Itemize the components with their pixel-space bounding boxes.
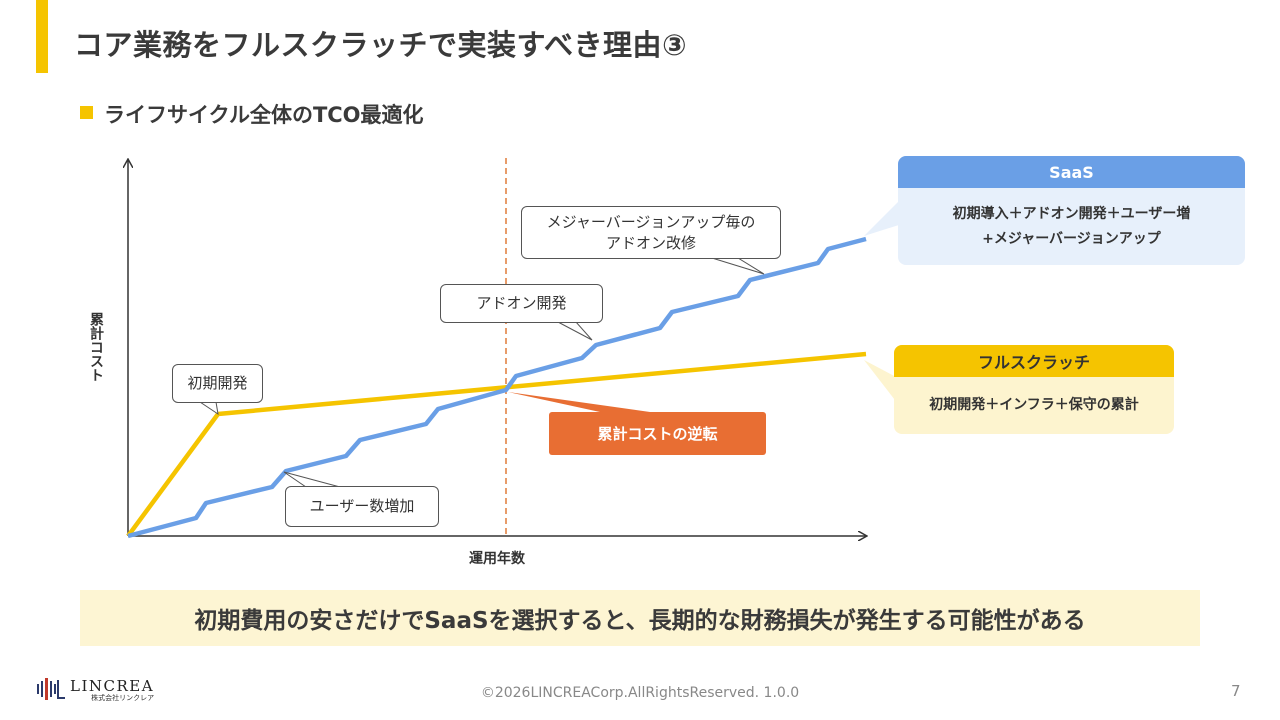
page-title: コア業務をフルスクラッチで実装すべき理由③	[74, 28, 688, 62]
callout-major-upgrade-line1: メジャーバージョンアップ毎の	[546, 213, 756, 232]
callout-addon-dev: アドオン開発	[440, 284, 603, 323]
logo-subtitle: 株式会社リンクレア	[91, 694, 155, 702]
conclusion-text: 初期費用の安さだけでSaaSを選択すると、長期的な財務損失が発生する可能性がある	[194, 608, 1086, 634]
x-axis-label: 運用年数	[469, 550, 526, 567]
page-number: 7	[1231, 682, 1241, 700]
reversal-label-box: 累計コストの逆転	[549, 412, 766, 455]
saas-panel-title: SaaS	[898, 156, 1245, 188]
callout-addon-dev-text: アドオン開発	[476, 294, 567, 313]
callout-tail-major	[711, 257, 765, 275]
reversal-label: 累計コストの逆転	[597, 425, 718, 443]
title-accent-bar	[36, 0, 48, 73]
callout-user-growth-text: ユーザー数増加	[309, 497, 415, 516]
saas-cost-line	[127, 236, 867, 539]
callout-major-upgrade: メジャーバージョンアップ毎の アドオン改修	[521, 206, 781, 259]
saas-panel-connector	[864, 198, 902, 236]
logo-name: LINCREA	[70, 677, 155, 695]
section-subtitle: ライフサイクル全体のTCO最適化	[104, 103, 424, 127]
company-logo: LINCREA 株式会社リンクレア	[36, 678, 154, 703]
subtitle-bullet	[80, 106, 93, 119]
callout-initial-dev-text: 初期開発	[187, 374, 248, 393]
full-panel-connector	[864, 360, 898, 404]
lincrea-logo-icon	[37, 678, 65, 700]
fullscratch-panel: フルスクラッチ 初期開発＋インフラ＋保守の累計	[894, 345, 1174, 434]
callout-tail-initial	[198, 401, 219, 416]
reversal-pointer	[508, 392, 650, 412]
fullscratch-panel-title: フルスクラッチ	[894, 345, 1174, 377]
fullscratch-panel-body: 初期開発＋インフラ＋保守の累計	[894, 377, 1174, 434]
callout-user-growth: ユーザー数増加	[285, 486, 439, 527]
saas-panel-line2: +メジャーバージョンアップ	[982, 230, 1161, 247]
saas-panel: SaaS 初期導入＋アドオン開発＋ユーザー増 +メジャーバージョンアップ	[898, 156, 1245, 265]
callout-tail-user	[283, 471, 341, 488]
copyright-footer: ©2026LINCREACorp.AllRightsReserved. 1.0.…	[480, 685, 800, 701]
fullscratch-panel-line1: 初期開発＋インフラ＋保守の累計	[929, 397, 1139, 414]
callout-initial-dev: 初期開発	[172, 364, 263, 403]
saas-panel-line1: 初期導入＋アドオン開発＋ユーザー増	[952, 206, 1191, 222]
saas-panel-body: 初期導入＋アドオン開発＋ユーザー増 +メジャーバージョンアップ	[898, 188, 1245, 265]
y-axis-label: 累計コスト	[88, 312, 104, 382]
callout-major-upgrade-line2: アドオン改修	[605, 233, 696, 252]
callout-tail-addon	[557, 321, 593, 341]
conclusion-banner: 初期費用の安さだけでSaaSを選択すると、長期的な財務損失が発生する可能性がある	[80, 590, 1200, 646]
